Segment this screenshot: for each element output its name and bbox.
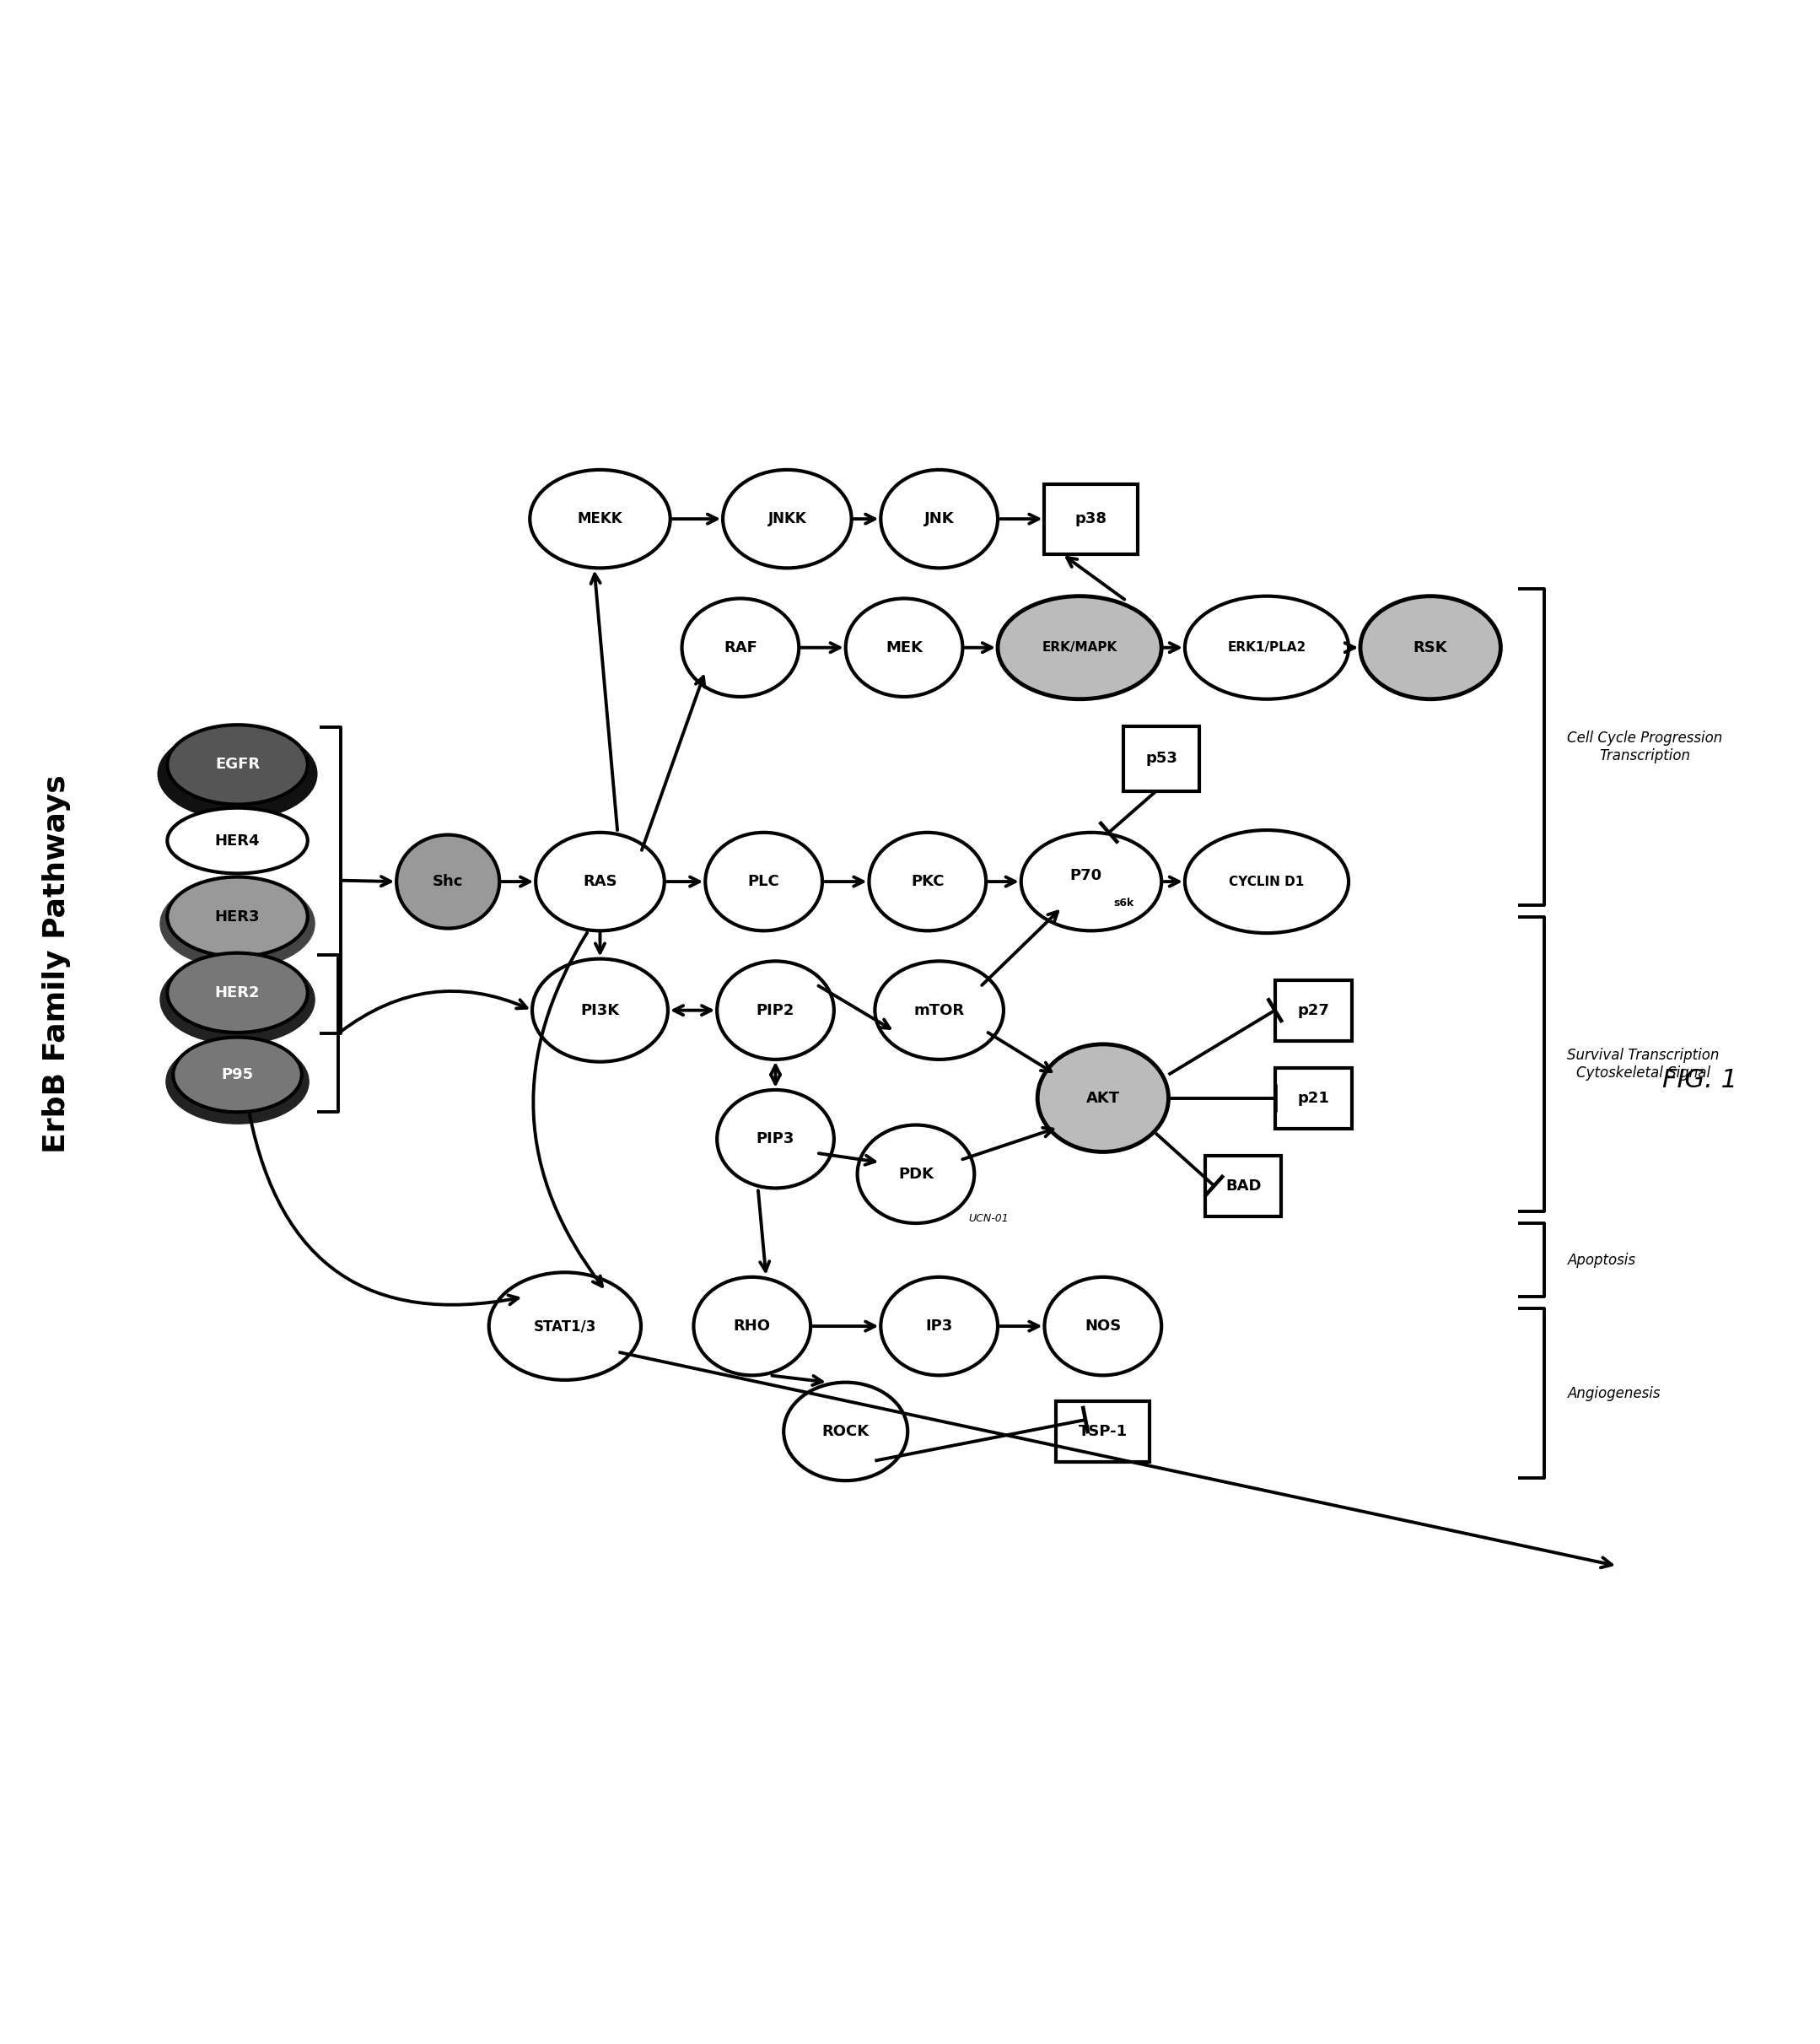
Ellipse shape	[535, 832, 664, 930]
Text: PIP2: PIP2	[757, 1004, 795, 1018]
Text: PDK: PDK	[897, 1167, 934, 1181]
Text: PIP3: PIP3	[757, 1132, 795, 1147]
Text: CYCLIN D1: CYCLIN D1	[1229, 875, 1305, 887]
Text: p21: p21	[1298, 1089, 1329, 1106]
Ellipse shape	[160, 955, 315, 1044]
Text: RAS: RAS	[582, 875, 617, 889]
Text: s6k: s6k	[1114, 897, 1134, 908]
Ellipse shape	[723, 470, 852, 568]
Text: TSP-1: TSP-1	[1079, 1425, 1128, 1439]
Text: Survival Transcription
Cytoskeletal Signal: Survival Transcription Cytoskeletal Sign…	[1567, 1049, 1720, 1081]
Ellipse shape	[167, 953, 308, 1032]
Text: Angiogenesis: Angiogenesis	[1567, 1386, 1660, 1400]
Text: RSK: RSK	[1414, 640, 1447, 656]
Text: ROCK: ROCK	[823, 1425, 870, 1439]
Text: HER2: HER2	[215, 985, 260, 1000]
Text: RAF: RAF	[724, 640, 757, 656]
Ellipse shape	[1045, 1278, 1161, 1376]
Ellipse shape	[173, 1036, 302, 1112]
Text: P95: P95	[222, 1067, 253, 1081]
Ellipse shape	[717, 1089, 834, 1188]
Ellipse shape	[167, 877, 308, 957]
Ellipse shape	[158, 728, 317, 820]
Text: IP3: IP3	[926, 1318, 954, 1335]
Bar	[1056, 1400, 1150, 1461]
Text: EGFR: EGFR	[215, 756, 260, 773]
Ellipse shape	[846, 599, 963, 697]
Ellipse shape	[997, 597, 1161, 699]
Ellipse shape	[706, 832, 823, 930]
FancyArrowPatch shape	[249, 1114, 519, 1304]
Ellipse shape	[857, 1124, 974, 1222]
Ellipse shape	[881, 470, 997, 568]
Text: HER4: HER4	[215, 834, 260, 848]
Text: UCN-01: UCN-01	[968, 1212, 1008, 1224]
Text: Apoptosis: Apoptosis	[1567, 1253, 1636, 1267]
Text: ErbB Family Pathways: ErbB Family Pathways	[42, 775, 71, 1153]
Ellipse shape	[693, 1278, 810, 1376]
Text: JNK: JNK	[925, 511, 954, 527]
Text: p27: p27	[1298, 1004, 1329, 1018]
Bar	[1276, 979, 1352, 1040]
Text: MEK: MEK	[886, 640, 923, 656]
Ellipse shape	[1360, 597, 1502, 699]
Ellipse shape	[881, 1278, 997, 1376]
Ellipse shape	[530, 470, 670, 568]
Ellipse shape	[166, 1040, 309, 1124]
Text: HER3: HER3	[215, 910, 260, 924]
Text: P70: P70	[1070, 869, 1101, 883]
Bar	[1205, 1155, 1281, 1216]
Text: JNKK: JNKK	[768, 511, 806, 527]
Text: RHO: RHO	[733, 1318, 770, 1335]
Text: BAD: BAD	[1225, 1177, 1261, 1194]
Ellipse shape	[397, 834, 499, 928]
Ellipse shape	[870, 832, 986, 930]
Ellipse shape	[1021, 832, 1161, 930]
Text: ERK/MAPK: ERK/MAPK	[1043, 642, 1117, 654]
Ellipse shape	[1185, 597, 1349, 699]
Text: Shc: Shc	[433, 875, 464, 889]
FancyArrowPatch shape	[533, 932, 602, 1286]
Bar	[1276, 1067, 1352, 1128]
Bar	[1045, 484, 1138, 554]
Ellipse shape	[717, 961, 834, 1059]
Text: p53: p53	[1145, 750, 1178, 766]
Ellipse shape	[784, 1382, 908, 1480]
Ellipse shape	[1037, 1044, 1168, 1153]
Ellipse shape	[531, 959, 668, 1061]
Text: Cell Cycle Progression
Transcription: Cell Cycle Progression Transcription	[1567, 730, 1724, 762]
Text: AKT: AKT	[1087, 1089, 1119, 1106]
Text: PI3K: PI3K	[581, 1004, 619, 1018]
Ellipse shape	[490, 1271, 641, 1380]
Text: NOS: NOS	[1085, 1318, 1121, 1335]
Ellipse shape	[1185, 830, 1349, 932]
Text: ERK1/PLA2: ERK1/PLA2	[1227, 642, 1307, 654]
Text: MEKK: MEKK	[577, 511, 622, 527]
Ellipse shape	[167, 807, 308, 873]
Ellipse shape	[875, 961, 1003, 1059]
Text: p38: p38	[1076, 511, 1107, 527]
Ellipse shape	[160, 879, 315, 969]
Text: mTOR: mTOR	[914, 1004, 965, 1018]
Ellipse shape	[167, 726, 308, 805]
Ellipse shape	[682, 599, 799, 697]
FancyArrowPatch shape	[340, 991, 526, 1032]
Text: STAT1/3: STAT1/3	[533, 1318, 597, 1335]
Bar	[1123, 726, 1199, 791]
Text: PLC: PLC	[748, 875, 779, 889]
Text: FIG. 1: FIG. 1	[1662, 1069, 1736, 1094]
Text: PKC: PKC	[910, 875, 945, 889]
